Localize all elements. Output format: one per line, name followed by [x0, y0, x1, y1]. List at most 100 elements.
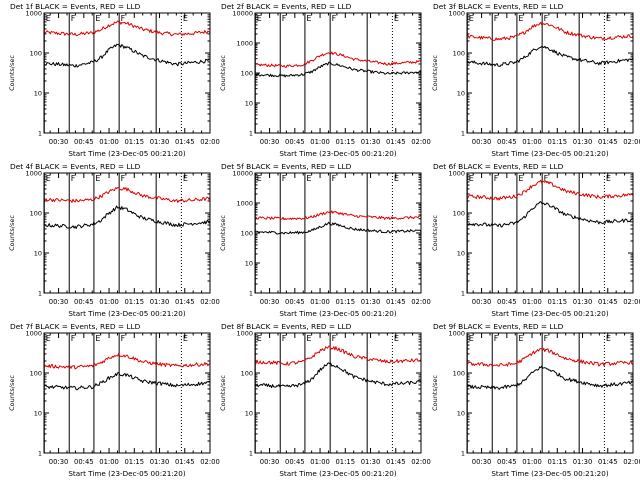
- plot-title: Det 5f BLACK = Events, RED = LLD: [221, 162, 352, 171]
- event-marker-label: F: [71, 174, 76, 183]
- x-tick-label: 00:45: [285, 298, 305, 306]
- y-tick-label: 10: [34, 410, 42, 418]
- x-tick-label: 00:45: [74, 298, 94, 306]
- lld-series-line: [43, 20, 211, 37]
- x-tick-label: 01:00: [99, 298, 119, 306]
- y-axis-label: Counts/sec: [219, 55, 227, 91]
- y-tick-label: 100: [453, 210, 465, 218]
- x-tick-label: 01:15: [335, 298, 355, 306]
- x-tick-label: 01:00: [310, 138, 330, 146]
- event-marker-label: E: [46, 334, 51, 343]
- event-marker-label: F: [494, 334, 499, 343]
- y-axis-label: Counts/sec: [8, 215, 16, 251]
- x-tick-label: 02:00: [200, 298, 220, 306]
- x-tick-label: 02:00: [411, 138, 431, 146]
- x-tick-label: 02:00: [200, 458, 220, 466]
- x-tick-label: 01:45: [386, 138, 406, 146]
- x-tick-label: 01:15: [547, 138, 567, 146]
- event-marker-label: E: [46, 174, 51, 183]
- x-tick-label: 00:30: [260, 298, 280, 306]
- y-tick-label: 100: [241, 230, 253, 238]
- x-tick-label: 00:30: [49, 298, 69, 306]
- x-tick-label: 02:00: [623, 298, 640, 306]
- y-tick-label: 100: [30, 50, 42, 58]
- x-axis-label: Start Time (23-Dec-05 00:21:20): [68, 309, 185, 318]
- x-tick-label: 01:00: [522, 458, 542, 466]
- y-axis-label: Counts/sec: [219, 375, 227, 411]
- events-series-line: [43, 43, 211, 68]
- x-tick-label: 01:30: [361, 298, 381, 306]
- x-tick-label: 01:15: [547, 298, 567, 306]
- x-tick-label: 00:30: [472, 298, 492, 306]
- events-series-line: [254, 221, 422, 235]
- y-tick-label: 10: [457, 90, 465, 98]
- x-axis-label: Start Time (23-Dec-05 00:21:20): [279, 309, 396, 318]
- x-tick-label: 01:30: [573, 458, 593, 466]
- x-tick-label: 01:30: [573, 138, 593, 146]
- lld-series-line: [466, 347, 634, 367]
- y-tick-label: 1: [38, 290, 42, 298]
- event-marker-label: E: [606, 334, 611, 343]
- event-marker-label: E: [469, 14, 474, 23]
- y-axis-label: Counts/sec: [219, 215, 227, 251]
- y-tick-label: 1: [249, 130, 253, 138]
- events-series-line: [466, 365, 634, 390]
- plot-title: Det 6f BLACK = Events, RED = LLD: [433, 162, 564, 171]
- y-tick-label: 1000: [25, 170, 42, 178]
- plot-frame: [254, 332, 422, 454]
- event-marker-label: F: [71, 334, 76, 343]
- y-tick-label: 1000: [236, 330, 253, 338]
- event-marker-label: E: [183, 334, 188, 343]
- x-tick-label: 01:00: [99, 458, 119, 466]
- x-tick-label: 01:30: [573, 298, 593, 306]
- x-tick-label: 01:30: [150, 138, 170, 146]
- y-axis-label: Counts/sec: [8, 55, 16, 91]
- y-tick-label: 1: [249, 450, 253, 458]
- event-marker-label: E: [394, 174, 399, 183]
- x-tick-label: 01:45: [386, 298, 406, 306]
- event-marker-label: E: [469, 174, 474, 183]
- x-tick-label: 01:30: [361, 138, 381, 146]
- x-tick-label: 01:45: [175, 298, 195, 306]
- x-tick-label: 01:45: [598, 138, 618, 146]
- event-marker-label: E: [306, 334, 311, 343]
- x-tick-label: 01:45: [175, 458, 195, 466]
- event-marker-label: E: [518, 174, 523, 183]
- lld-series-line: [43, 352, 211, 370]
- y-tick-label: 1000: [448, 170, 465, 178]
- event-marker-label: E: [306, 14, 311, 23]
- plot-title: Det 3f BLACK = Events, RED = LLD: [433, 2, 564, 11]
- lld-series-line: [254, 210, 422, 221]
- x-tick-label: 01:15: [124, 298, 144, 306]
- y-tick-label: 1: [461, 450, 465, 458]
- x-tick-label: 01:00: [310, 298, 330, 306]
- plot-panel: Det 2f BLACK = Events, RED = LLD Counts/s…: [219, 2, 431, 158]
- y-tick-label: 1000: [448, 330, 465, 338]
- x-tick-label: 01:00: [522, 138, 542, 146]
- y-axis-label: Counts/sec: [431, 215, 439, 251]
- x-tick-label: 01:15: [124, 138, 144, 146]
- x-tick-label: 00:45: [74, 458, 94, 466]
- x-axis-label: Start Time (23-Dec-05 00:21:20): [68, 149, 185, 158]
- x-tick-label: 00:30: [472, 138, 492, 146]
- y-tick-label: 10: [245, 260, 253, 268]
- x-tick-label: 01:30: [150, 458, 170, 466]
- event-marker-label: F: [121, 174, 126, 183]
- x-tick-label: 00:45: [497, 298, 517, 306]
- plot-title: Det 2f BLACK = Events, RED = LLD: [221, 2, 352, 11]
- y-tick-label: 100: [453, 50, 465, 58]
- y-tick-label: 100: [241, 370, 253, 378]
- y-tick-label: 100: [30, 210, 42, 218]
- plot-frame: [254, 172, 422, 294]
- plot-frame: [43, 332, 211, 454]
- x-tick-label: 01:45: [175, 138, 195, 146]
- y-axis-label: Counts/sec: [431, 375, 439, 411]
- y-tick-label: 10: [245, 100, 253, 108]
- event-marker-label: F: [282, 174, 287, 183]
- x-axis-label: Start Time (23-Dec-05 00:21:20): [68, 469, 185, 478]
- event-marker-label: E: [95, 174, 100, 183]
- plot-title: Det 8f BLACK = Events, RED = LLD: [221, 322, 352, 331]
- plot-title: Det 1f BLACK = Events, RED = LLD: [10, 2, 141, 11]
- y-tick-label: 1: [249, 290, 253, 298]
